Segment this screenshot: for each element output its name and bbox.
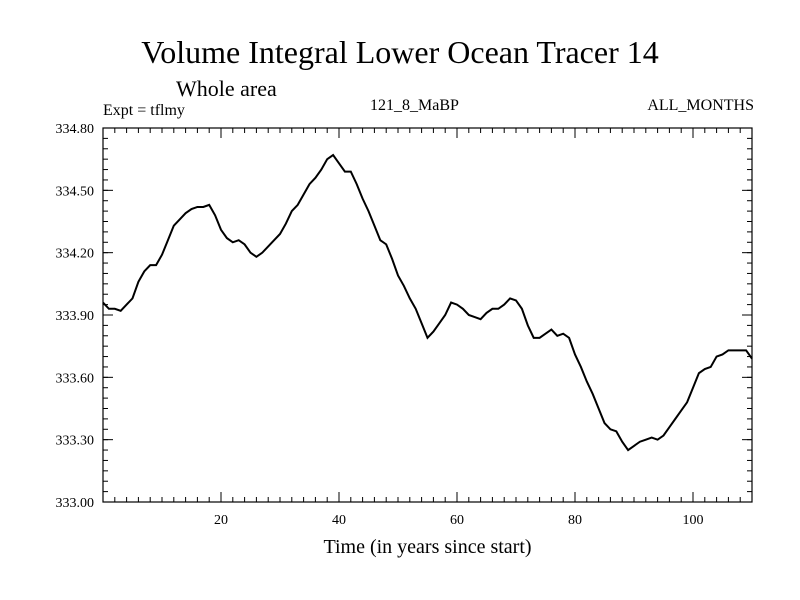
y-tick-label: 334.50 [56,184,95,199]
x-tick-label: 100 [683,513,704,528]
y-tick-label: 333.60 [56,371,95,386]
x-tick-label: 80 [568,513,582,528]
y-tick-label: 333.00 [56,496,95,511]
y-tick-label: 333.30 [56,434,95,449]
experiment-label: Expt = tflmy [103,102,185,119]
run-label: 121_8_MaBP [370,97,459,114]
x-axis-label: Time (in years since start) [323,536,531,558]
x-tick-label: 20 [214,513,228,528]
y-tick-label: 333.90 [56,309,95,324]
y-tick-label: 334.80 [56,122,95,137]
tick-labels: 20 40 60 80 100 333.00 333.30 333.60 333.90 334.2… [56,122,704,528]
plot-frame [102,127,753,503]
chart-subtitle: Whole area [176,76,277,101]
axis-ticks [103,127,752,503]
series-line [102,153,753,452]
x-tick-label: 60 [450,513,464,528]
y-tick-label: 334.20 [56,247,95,262]
x-tick-label: 40 [332,513,346,528]
months-label: ALL_MONTHS [647,97,754,114]
chart-title: Volume Integral Lower Ocean Tracer 14 [141,34,659,70]
